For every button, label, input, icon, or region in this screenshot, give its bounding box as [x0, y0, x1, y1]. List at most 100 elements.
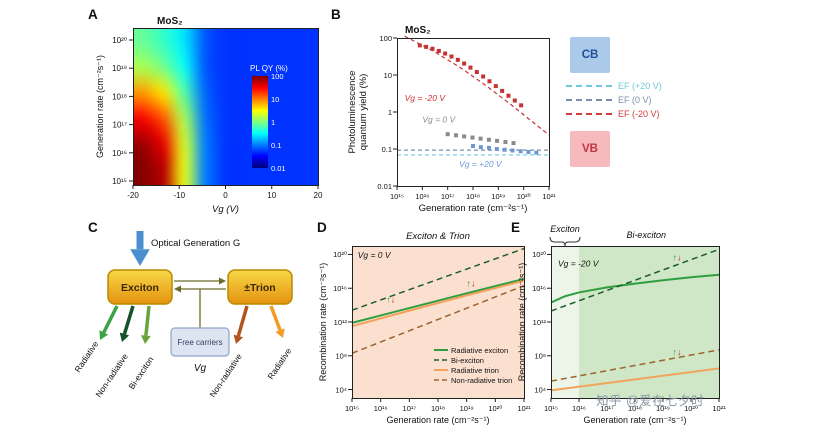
- x-axis-label: Vg (V): [212, 204, 239, 215]
- x-tick-label: 10¹⁵: [390, 192, 404, 201]
- colorbar-tick-label: 0.1: [271, 141, 281, 150]
- data-point: [495, 138, 500, 143]
- x-tick-label: 10¹⁶: [415, 192, 429, 201]
- data-point: [454, 133, 459, 138]
- data-point: [486, 145, 491, 150]
- x-tick-label: 10¹⁵: [544, 404, 558, 413]
- arrow-head: [99, 330, 109, 340]
- colorbar-tick-label: 100: [271, 72, 284, 81]
- data-point: [462, 134, 467, 139]
- series-line: [351, 279, 525, 328]
- panel-a-label: A: [88, 7, 98, 22]
- y-axis-label: Generation rate (cm⁻²s⁻¹): [95, 55, 105, 158]
- scatter-series: [445, 132, 516, 146]
- y-tick-label: 10¹²: [334, 318, 348, 327]
- spin-annotation: ↑↓: [466, 279, 475, 289]
- spin-annotation: ↑↓: [386, 295, 395, 305]
- channel-label-nonradiative: Non-radiative: [93, 351, 130, 399]
- y-tick-label: 10⁴: [335, 385, 347, 394]
- panel-b-label: B: [331, 7, 341, 22]
- data-point: [518, 149, 523, 154]
- legend-label: Non-radiative trion: [451, 376, 512, 385]
- data-point: [526, 149, 531, 154]
- trion-box: [227, 269, 293, 305]
- data-point: [534, 150, 539, 155]
- arrow-shaft: [122, 305, 135, 335]
- channel-label-trion-radiative: Radiative: [265, 346, 293, 381]
- series-line: [550, 367, 720, 392]
- x-tick-label: 20: [314, 191, 323, 200]
- x-tick-label: 10²⁰: [517, 192, 531, 201]
- data-point: [471, 144, 475, 149]
- arrow-head: [130, 249, 150, 266]
- fit-line: [404, 35, 550, 136]
- data-point: [500, 88, 505, 93]
- arrow-shaft: [236, 305, 249, 337]
- channel-label-trion-nonradiative: Non-radiative: [207, 351, 244, 399]
- colorbar-title: PL QY (%): [250, 64, 288, 73]
- panel-c-label: C: [88, 220, 98, 235]
- x-tick-label: -10: [173, 191, 185, 200]
- y-tick-label: 10¹⁵: [112, 177, 127, 186]
- data-point: [470, 135, 475, 140]
- gate-voltage-label: Vg: [194, 363, 207, 374]
- y-axis-label: Recombination rate (cm⁻²s⁻¹): [318, 263, 328, 382]
- x-tick-label: 10²¹: [542, 192, 556, 201]
- y-tick-label: 10¹⁶: [532, 284, 546, 293]
- legend-label: Radiative trion: [451, 366, 499, 375]
- data-point: [502, 147, 507, 152]
- spin-annotation: ↑↓: [673, 252, 682, 262]
- free-carriers-box: [170, 327, 230, 357]
- region-brace: [549, 236, 581, 247]
- y-tick-label: 10⁸: [335, 352, 347, 361]
- plot-frame: [133, 28, 319, 186]
- panel-c-diagram: Optical Generation G Exciton ±Trion Free ca…: [72, 231, 294, 399]
- y-tick-label: 10²⁰: [333, 250, 347, 259]
- x-tick-label: 10¹⁹: [491, 192, 505, 201]
- panel-e-plot: ↑↓ ↑↓ Vg = -20 V Exciton Bi-exciton 10¹⁵ 10¹⁶ 1…: [517, 224, 726, 425]
- x-axis-label: Generation rate (cm⁻²s⁻¹): [386, 415, 489, 425]
- series-annotation: Vg = -20 V: [405, 93, 447, 103]
- data-point: [503, 139, 508, 144]
- y-tick-label: 0.01: [377, 182, 392, 191]
- plot-title: MoS₂: [405, 25, 431, 36]
- legend-label: Bi-exciton: [451, 356, 484, 365]
- series-line: [351, 247, 525, 311]
- series-line: [351, 277, 525, 324]
- arrow-head: [275, 328, 285, 338]
- channel-label-biexciton: Bi-exciton: [126, 354, 155, 391]
- series-line: [351, 284, 525, 354]
- x-tick-label: 10¹⁷: [600, 404, 614, 413]
- data-point: [445, 132, 450, 137]
- x-tick-label: 10¹⁸: [628, 404, 642, 413]
- colorbar-tick-label: 0.01: [271, 164, 286, 173]
- data-point: [486, 137, 491, 142]
- y-tick-label: 10¹²: [533, 318, 547, 327]
- gate-voltage-annotation: Vg = -20 V: [558, 258, 600, 268]
- series-annotation: Vg = 0 V: [422, 114, 456, 124]
- arrow-shaft: [144, 305, 151, 336]
- x-tick-label: 10¹⁷: [403, 404, 417, 413]
- data-point: [506, 93, 511, 98]
- data-point: [430, 46, 435, 51]
- x-tick-label: 10²⁰: [684, 404, 698, 413]
- data-point: [512, 98, 517, 103]
- x-axis-label: Generation rate (cm⁻²s⁻¹): [419, 203, 528, 214]
- data-point: [443, 51, 448, 56]
- y-axis-label: Photoluminescencequantum yield (%): [347, 71, 369, 154]
- data-point: [487, 79, 492, 84]
- colorbar: [252, 76, 268, 168]
- panel-e-label: E: [511, 220, 521, 235]
- x-tick-label: -20: [127, 191, 139, 200]
- data-point: [478, 145, 483, 150]
- data-point: [417, 43, 422, 48]
- data-point: [478, 136, 483, 141]
- arrow-head: [119, 332, 130, 342]
- channel-label-radiative: Radiative: [72, 339, 100, 374]
- y-tick-label: 1: [388, 108, 392, 117]
- exciton-box-label: Exciton: [121, 282, 159, 294]
- data-point: [510, 148, 515, 153]
- panel-a-axes: -20 -10 0 10 20 10²⁰ 10¹⁹ 10¹⁸ 10¹⁷ 10¹⁶ 10¹⁵ MoS₂ V…: [95, 16, 323, 215]
- y-tick-label: 10¹⁸: [112, 92, 127, 101]
